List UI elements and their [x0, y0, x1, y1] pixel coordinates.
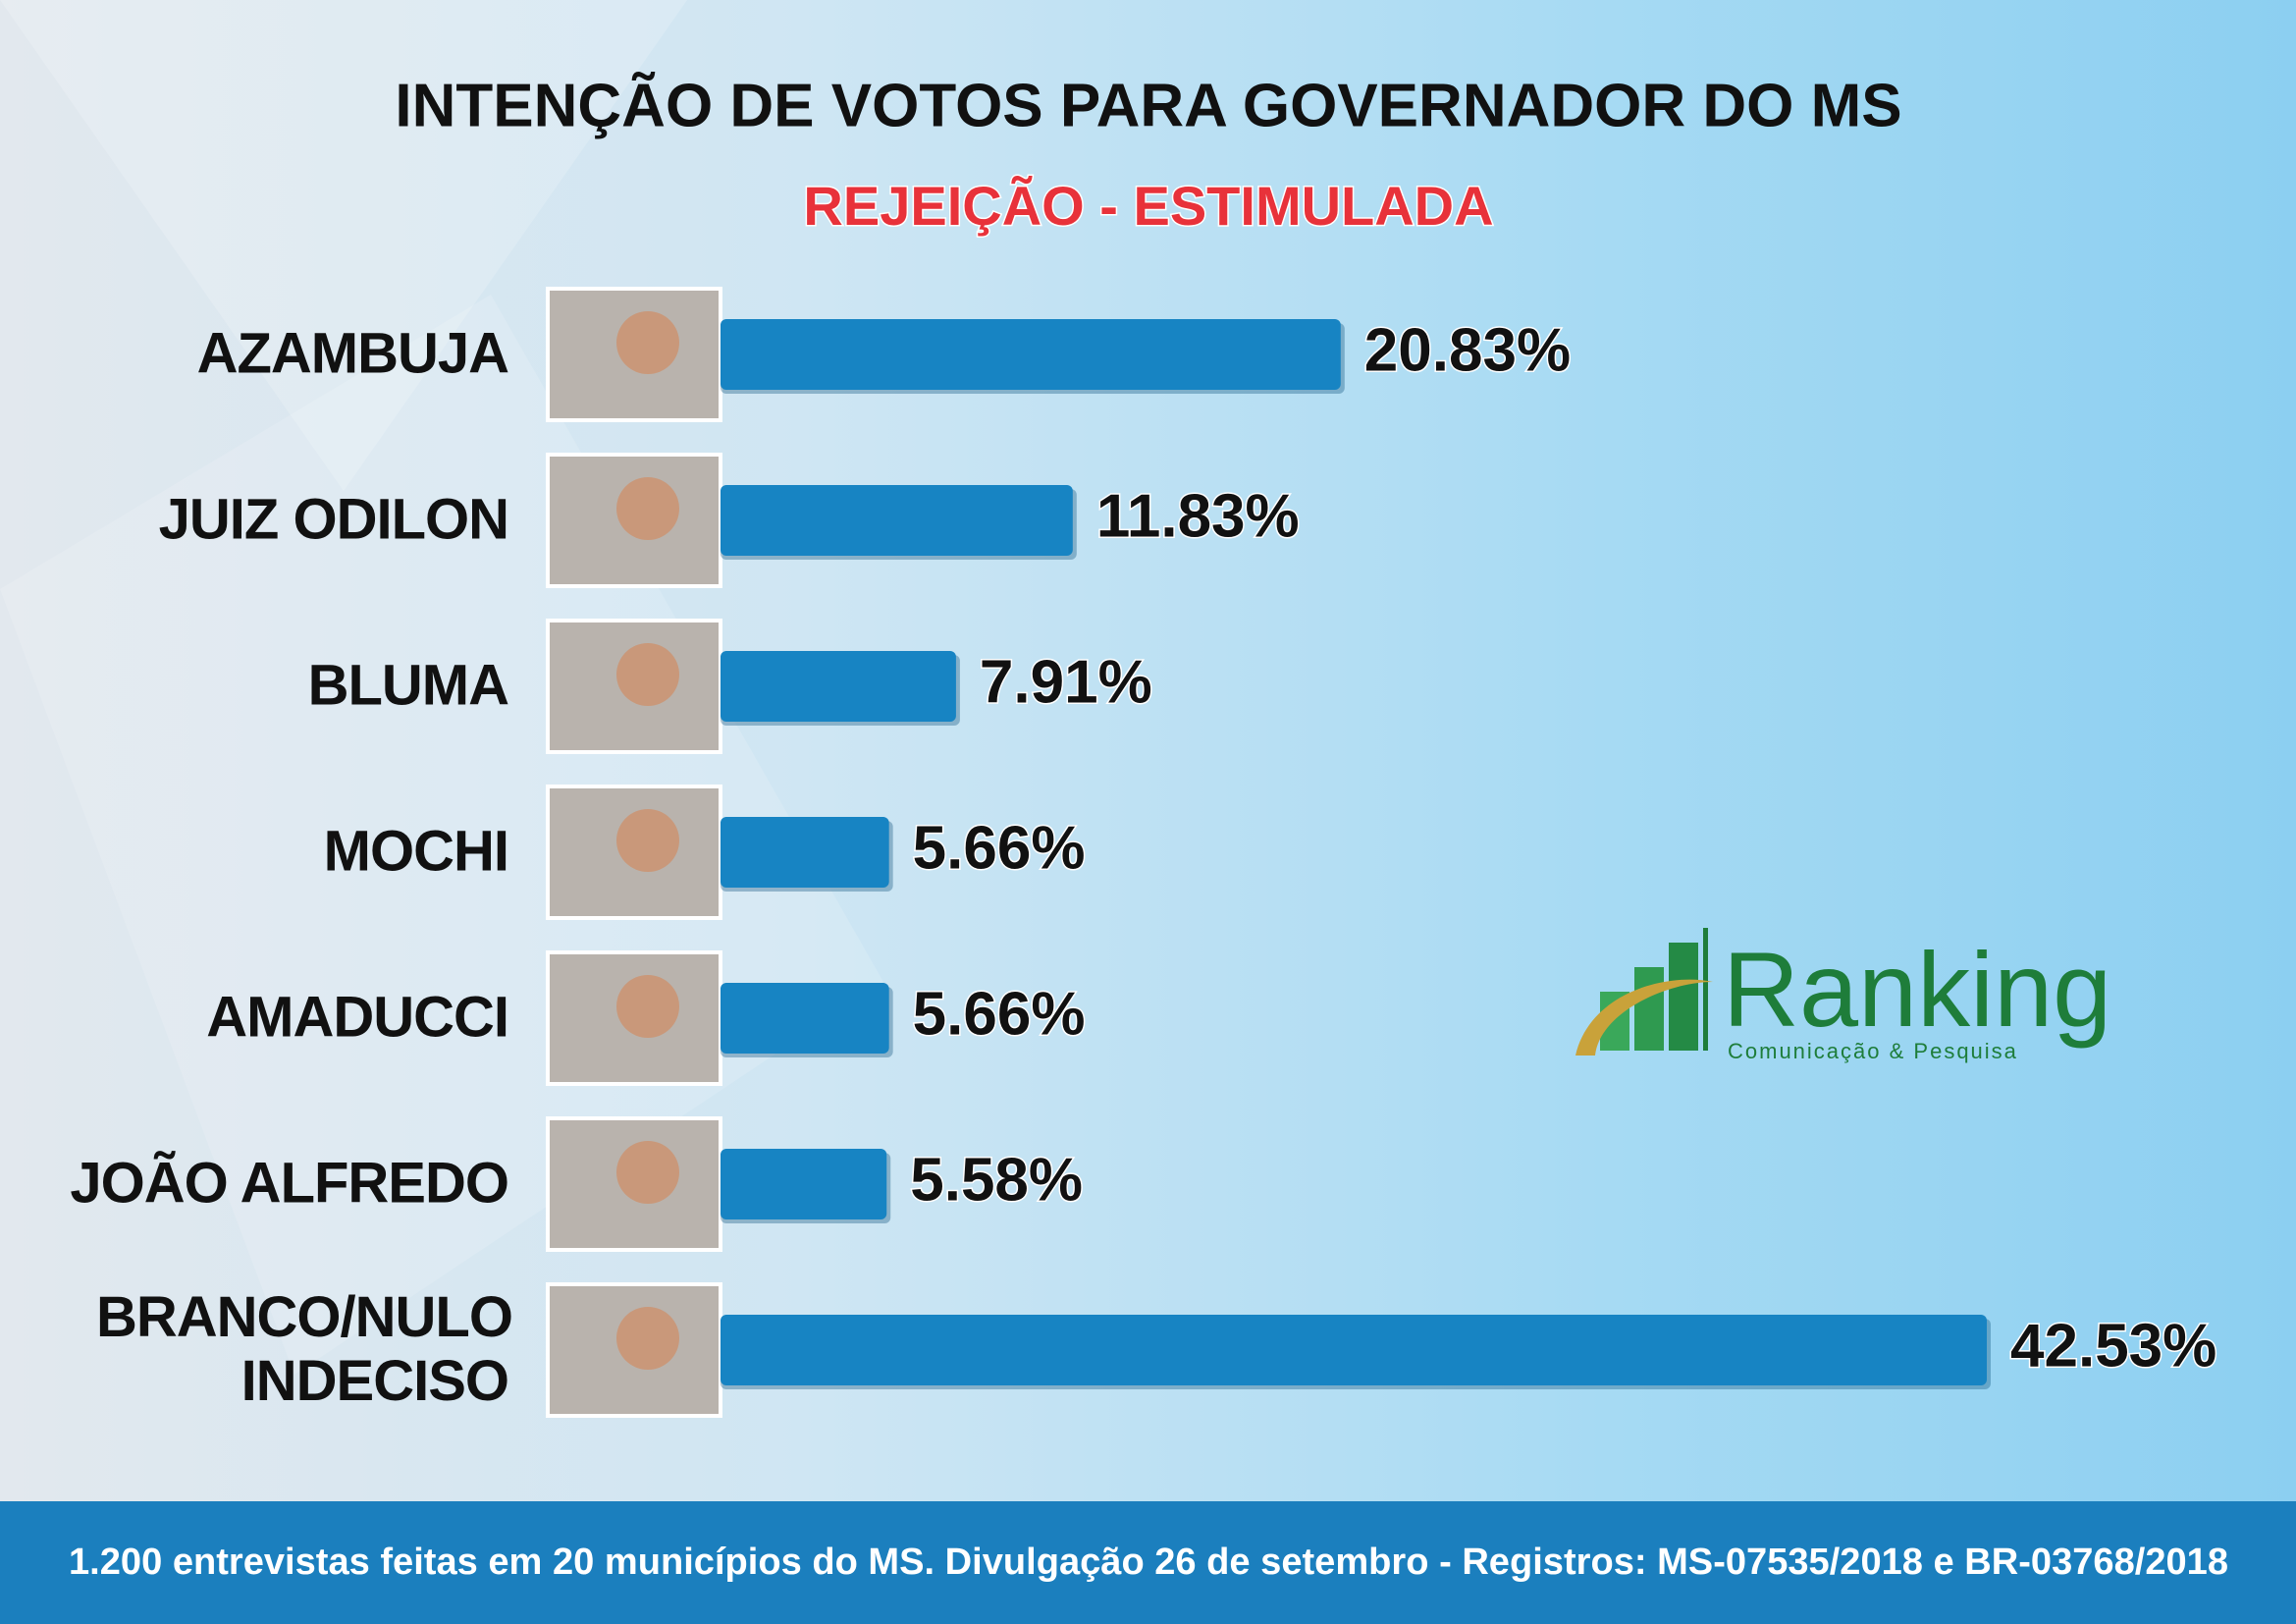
bg-shape: [0, 0, 687, 491]
logo-bar: [1634, 967, 1664, 1051]
bar: [721, 651, 956, 722]
footer-text: 1.200 entrevistas feitas em 20 município…: [69, 1542, 2228, 1583]
bg-shape: [0, 295, 883, 1375]
logo-bar: [1669, 943, 1698, 1051]
bar: [721, 1315, 1987, 1385]
value-label: 42.53%: [2010, 1312, 2216, 1380]
photo: [546, 619, 722, 754]
category-label: JUIZ ODILON: [158, 487, 509, 552]
bar: [721, 485, 1073, 556]
photo-face: [616, 809, 679, 872]
value-label: 20.83%: [1364, 316, 1571, 384]
bar: [721, 319, 1341, 390]
bar: [721, 983, 889, 1054]
logo-name: Ranking: [1723, 930, 2111, 1049]
value-label: 5.66%: [913, 980, 1086, 1048]
photo-face: [616, 477, 679, 540]
photo-face: [616, 975, 679, 1038]
logo-swoosh: [1575, 979, 1713, 1056]
bar: [721, 1149, 887, 1219]
photo-face: [616, 1307, 679, 1370]
chart-title: INTENÇÃO DE VOTOS PARA GOVERNADOR DO MS: [395, 72, 1901, 139]
category-label: JOÃO ALFREDO: [70, 1151, 509, 1216]
category-label: BRANCO/NULO INDECISO: [96, 1285, 513, 1413]
footer-band: [0, 1501, 2296, 1624]
photo-face: [616, 1141, 679, 1204]
value-label: 7.91%: [980, 648, 1152, 716]
category-label: AZAMBUJA: [196, 321, 509, 386]
photo-face: [616, 311, 679, 374]
logo-tagline: Comunicação & Pesquisa: [1728, 1039, 2018, 1063]
photo-face: [616, 643, 679, 706]
category-label: MOCHI: [323, 819, 509, 884]
value-label: 11.83%: [1096, 482, 1300, 550]
logo-bar: [1703, 928, 1708, 1051]
chart-subtitle: REJEIÇÃO - ESTIMULADA: [803, 175, 1493, 237]
bar: [721, 817, 889, 888]
value-label: 5.66%: [913, 814, 1086, 882]
logo: Ranking Comunicação & Pesquisa: [1575, 928, 2111, 1063]
category-label: AMADUCCI: [206, 985, 509, 1050]
category-label: BLUMA: [307, 653, 509, 718]
value-label: 5.58%: [910, 1146, 1083, 1214]
